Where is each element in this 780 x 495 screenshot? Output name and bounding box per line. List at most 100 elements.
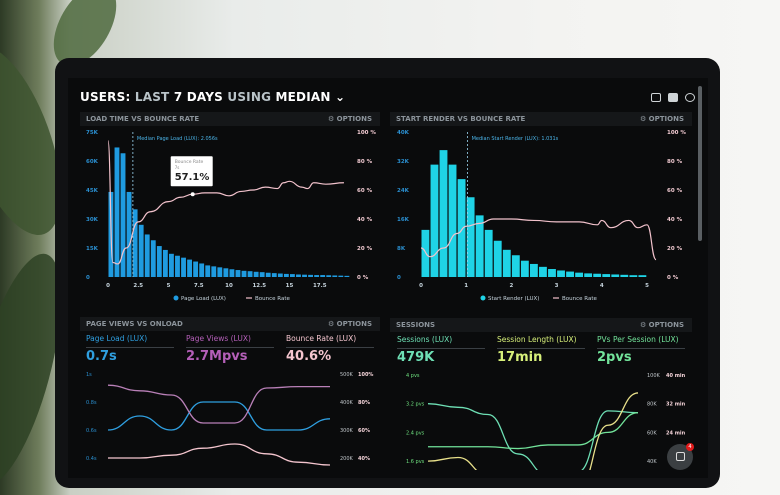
- bar: [162, 249, 168, 277]
- y-right-tick-label: 0 %: [667, 275, 679, 281]
- y-right-tick-label: 100K: [647, 373, 661, 379]
- bar: [150, 240, 156, 277]
- kpi-label: Sessions (LUX): [397, 335, 453, 344]
- x-tick-label: 5: [167, 283, 171, 289]
- monitor-icon[interactable]: [651, 93, 661, 102]
- legend-label: Bounce Rate: [562, 296, 597, 302]
- kpi-value: 479K: [397, 350, 435, 365]
- y-right-tick-label: 100 %: [357, 130, 376, 136]
- y-tick-label: 60K: [86, 159, 99, 165]
- y-right-tick-label: 100%: [358, 372, 373, 378]
- options-button[interactable]: ⚙ OPTIONS: [327, 115, 372, 123]
- options-button[interactable]: ⚙ OPTIONS: [327, 320, 372, 328]
- bar: [175, 255, 180, 277]
- bar: [235, 270, 241, 277]
- chevron-down-icon[interactable]: ⌄: [335, 90, 346, 104]
- x-tick-label: 1: [464, 283, 468, 289]
- series-line-2: [427, 392, 639, 470]
- bar: [132, 209, 138, 277]
- y-tick-label: 3.2 pvs: [406, 402, 425, 408]
- bar: [457, 179, 466, 277]
- y-tick-label: 1.6 pvs: [406, 459, 425, 465]
- y-right-tick-label: 0 %: [357, 275, 369, 281]
- y-tick-label: 30K: [86, 217, 99, 223]
- y-tick-label: 2.4 pvs: [406, 430, 425, 436]
- bar: [193, 261, 199, 277]
- help-icon[interactable]: [685, 93, 695, 102]
- y-right-tick-label: 80 %: [357, 159, 373, 165]
- bar: [584, 273, 593, 277]
- kpi-value: 0.7s: [86, 349, 117, 364]
- bar: [120, 153, 126, 277]
- bar: [211, 266, 217, 277]
- kpi-label: Session Length (LUX): [497, 335, 577, 344]
- y-tick-label: 15K: [86, 246, 99, 252]
- x-tick-label: 4: [600, 283, 604, 289]
- options-button[interactable]: ⚙ OPTIONS: [639, 321, 684, 329]
- bar: [241, 270, 247, 277]
- x-tick-label: 17.5: [313, 283, 327, 289]
- panel-title: START RENDER VS BOUNCE RATE: [396, 115, 526, 123]
- y-tick-label: 0.4s: [86, 456, 97, 462]
- y-right-tick-label: 80 %: [667, 159, 683, 165]
- bar: [338, 275, 344, 277]
- y-right-tick-label: 60 %: [357, 188, 373, 194]
- bar: [611, 274, 620, 277]
- legend-label: Start Render (LUX): [488, 296, 539, 302]
- y-right-tick-label: 20 %: [667, 246, 683, 252]
- kpi-value: 40.6%: [286, 349, 332, 364]
- bar: [557, 270, 565, 277]
- panel-title: LOAD TIME VS BOUNCE RATE: [86, 115, 200, 123]
- kpi-label: Page Views (LUX): [186, 334, 251, 343]
- divider: [597, 348, 685, 349]
- y-tick-label: 4 pvs: [406, 373, 420, 379]
- y-right-tick-label: 80K: [647, 402, 657, 408]
- title-stat[interactable]: MEDIAN: [275, 90, 331, 104]
- bar: [247, 271, 253, 277]
- bar: [156, 246, 162, 277]
- bar: [320, 275, 326, 277]
- kpi-value: 2pvs: [597, 350, 632, 365]
- bar: [199, 263, 205, 277]
- panel-header-sessions: SESSIONS ⚙ OPTIONS: [390, 318, 692, 332]
- y-right-tick-label: 40 min: [666, 373, 686, 379]
- tooltip: [170, 156, 213, 187]
- bar: [620, 274, 629, 277]
- divider: [186, 347, 274, 348]
- bar: [493, 240, 502, 277]
- x-tick-label: 0: [106, 283, 110, 289]
- bar: [602, 274, 611, 277]
- options-button[interactable]: ⚙ OPTIONS: [639, 115, 684, 123]
- x-tick-label: 2.5: [133, 283, 143, 289]
- bar: [548, 269, 556, 277]
- y-right-tick-label: 60%: [358, 428, 370, 434]
- title-last: LAST: [134, 90, 170, 104]
- scrollbar[interactable]: [698, 86, 702, 241]
- x-tick-label: 10: [225, 283, 233, 289]
- share-icon[interactable]: [668, 93, 678, 102]
- bar: [308, 274, 313, 277]
- y-tick-label: 0.8s: [86, 400, 97, 406]
- y-right-tick-label: 400K: [340, 400, 354, 406]
- x-tick-label: 15: [286, 283, 294, 289]
- x-tick-label: 7.5: [194, 283, 204, 289]
- title-range[interactable]: 7 DAYS: [173, 90, 223, 104]
- series-line-0: [107, 401, 331, 431]
- bar: [484, 229, 493, 277]
- legend-label: Bounce Rate: [255, 296, 290, 302]
- y-tick-label: 75K: [86, 130, 99, 136]
- page-title[interactable]: USERS: LAST 7 DAYS USING MEDIAN ⌄: [80, 90, 345, 104]
- bar: [448, 164, 457, 277]
- bar: [144, 234, 150, 277]
- legend-label: Page Load (LUX): [181, 296, 226, 302]
- bar: [205, 265, 211, 277]
- y-right-tick-label: 80%: [358, 400, 370, 406]
- divider: [397, 348, 485, 349]
- bar: [332, 275, 338, 277]
- bar: [344, 275, 350, 277]
- x-tick-label: 0: [419, 283, 423, 289]
- y-tick-label: 40K: [397, 130, 410, 136]
- legend-swatch-bars: [480, 295, 486, 301]
- series-line-1: [107, 384, 331, 424]
